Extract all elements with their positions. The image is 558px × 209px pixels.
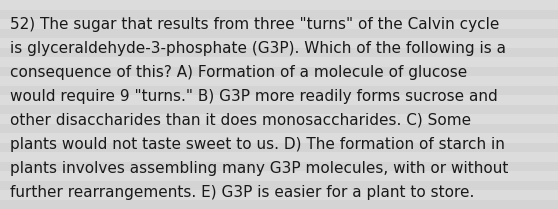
Bar: [0, 162, 558, 171]
Bar: [0, 85, 558, 95]
Bar: [0, 124, 558, 133]
Bar: [0, 152, 558, 162]
Bar: [0, 0, 558, 9]
Bar: [0, 38, 558, 47]
Bar: [0, 200, 558, 209]
Text: would require 9 "turns." B) G3P more readily forms sucrose and: would require 9 "turns." B) G3P more rea…: [10, 89, 498, 104]
Bar: [0, 104, 558, 114]
Bar: [0, 114, 558, 124]
Text: plants would not taste sweet to us. D) The formation of starch in: plants would not taste sweet to us. D) T…: [10, 137, 505, 152]
Bar: [0, 171, 558, 181]
Bar: [0, 19, 558, 28]
Bar: [0, 57, 558, 66]
Bar: [0, 47, 558, 57]
Text: other disaccharides than it does monosaccharides. C) Some: other disaccharides than it does monosac…: [10, 113, 471, 128]
Text: consequence of this? A) Formation of a molecule of glucose: consequence of this? A) Formation of a m…: [10, 65, 467, 80]
Bar: [0, 133, 558, 143]
Bar: [0, 76, 558, 85]
Bar: [0, 66, 558, 76]
Text: further rearrangements. E) G3P is easier for a plant to store.: further rearrangements. E) G3P is easier…: [10, 185, 474, 200]
Bar: [0, 181, 558, 190]
Bar: [0, 9, 558, 19]
Text: 52) The sugar that results from three "turns" of the Calvin cycle: 52) The sugar that results from three "t…: [10, 17, 499, 32]
Bar: [0, 143, 558, 152]
Bar: [0, 190, 558, 200]
Text: is glyceraldehyde-3-phosphate (G3P). Which of the following is a: is glyceraldehyde-3-phosphate (G3P). Whi…: [10, 41, 506, 56]
Text: plants involves assembling many G3P molecules, with or without: plants involves assembling many G3P mole…: [10, 161, 508, 176]
Bar: [0, 95, 558, 104]
Bar: [0, 28, 558, 38]
